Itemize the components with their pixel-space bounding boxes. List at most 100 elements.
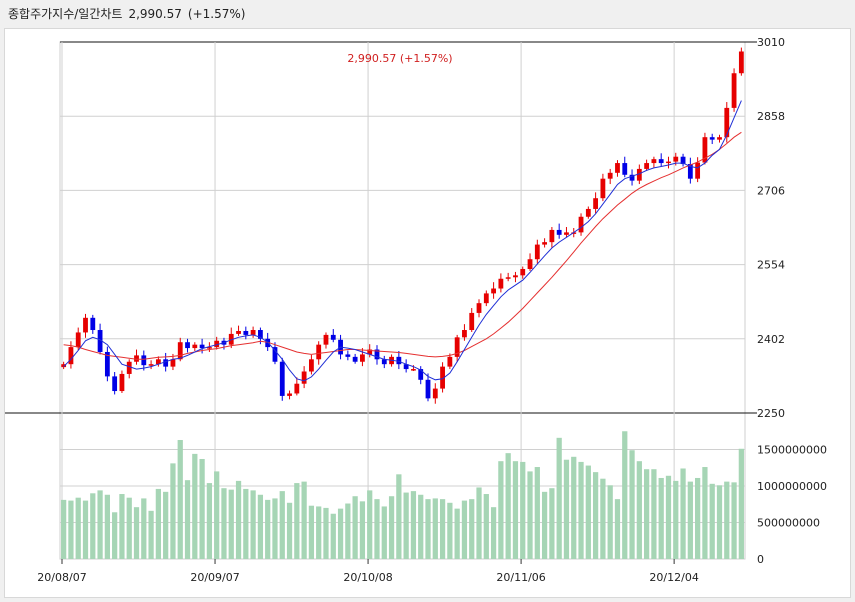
candle-body [440, 366, 445, 389]
candle-body [607, 172, 613, 179]
candle-body [301, 371, 307, 384]
volume-bar [673, 480, 679, 559]
volume-bar [265, 499, 271, 559]
volume-bar [629, 450, 635, 559]
volume-bar [527, 471, 533, 559]
candle-body [571, 232, 577, 234]
candle-body [316, 344, 322, 360]
volume-bar [381, 506, 387, 559]
candle-body [454, 337, 460, 357]
volume-bar [454, 508, 460, 559]
volume-bar [556, 437, 562, 559]
volume-bar [155, 488, 162, 559]
candle-body [352, 356, 358, 362]
chart-header: 종합주가지수/일간차트 2,990.57 (+1.57%) [0, 0, 855, 28]
volume-bar [345, 503, 351, 559]
volume-bar [418, 494, 424, 559]
candle-body [75, 332, 81, 348]
price-tick-label: 2554 [757, 259, 785, 272]
volume-bar [600, 478, 606, 559]
candle-body [272, 347, 278, 362]
volume-bar [658, 477, 664, 559]
volume-bar [294, 483, 300, 559]
chart-title: 종합주가지수/일간차트 [8, 7, 123, 21]
candle-body [666, 161, 671, 164]
current-price: 2,990.57 [128, 7, 182, 21]
candle-body [294, 383, 300, 394]
candle-body [119, 373, 125, 392]
candle-body [323, 334, 329, 345]
candle-body [542, 242, 548, 245]
candle-body [97, 330, 103, 352]
volume-bar [607, 485, 613, 559]
candle-body [549, 229, 555, 243]
volume-bar [177, 440, 183, 559]
candle-body [702, 137, 708, 163]
x-tick-label: 20/10/08 [343, 571, 392, 584]
volume-bar [571, 456, 577, 559]
volume-bar [716, 485, 723, 559]
price-annotation: 2,990.57 (+1.57%) [347, 52, 452, 65]
volume-bar [687, 481, 693, 559]
candle-body [476, 303, 482, 313]
volume-bar [359, 501, 366, 559]
volume-bar [374, 499, 380, 559]
candle-body [491, 288, 496, 294]
volume-bar [432, 498, 438, 559]
volume-bar [724, 481, 730, 559]
volume-bar [228, 489, 234, 559]
candle-body [177, 342, 183, 360]
candle-body [192, 344, 198, 349]
volume-bar [447, 502, 453, 559]
candle-body [330, 334, 336, 340]
candle-body [236, 330, 241, 334]
x-tick-label: 20/11/06 [496, 571, 545, 584]
candle-body [148, 364, 154, 366]
candle-body [257, 330, 263, 339]
volume-bar [352, 496, 358, 559]
price-tick-label: 2858 [757, 110, 785, 123]
x-tick-label: 20/08/07 [37, 571, 86, 584]
candle-body [651, 159, 657, 164]
volume-bar [643, 469, 650, 559]
candle-body [403, 364, 409, 370]
volume-bar [163, 491, 169, 559]
candle-body [469, 312, 475, 331]
volume-bar [148, 510, 154, 559]
volume-bar [505, 453, 511, 559]
volume-bar [68, 500, 74, 559]
volume-bar [563, 459, 570, 559]
candle-body [104, 351, 110, 377]
volume-bar [622, 431, 628, 559]
volume-bar [301, 481, 307, 559]
candle-body [360, 354, 365, 362]
candle-body [68, 347, 74, 365]
volume-bar [337, 508, 344, 559]
volume-bar [199, 458, 205, 559]
candle-body [155, 359, 161, 365]
candle-body [214, 340, 220, 348]
volume-bar [104, 494, 110, 559]
volume-bar [257, 494, 264, 559]
candle-body [564, 232, 569, 235]
volume-bar [388, 496, 395, 559]
volume-bar [403, 492, 409, 559]
candle-body [680, 156, 686, 165]
candle-body [134, 355, 139, 362]
candle-body [534, 244, 540, 260]
volume-bar [112, 512, 118, 559]
candle-body [578, 216, 584, 233]
candle-body [163, 359, 169, 367]
volume-bar [549, 488, 555, 559]
price-tick-label: 3010 [757, 36, 785, 49]
volume-bar [520, 461, 526, 559]
volume-tick-label: 1000000000 [757, 480, 827, 493]
volume-bar [614, 499, 621, 559]
volume-bar [279, 491, 285, 559]
candle-body [636, 168, 642, 181]
volume-tick-label: 500000000 [757, 517, 820, 530]
candle-body [717, 137, 722, 140]
volume-bar [636, 461, 642, 559]
candle-body [309, 359, 314, 372]
candle-body [83, 317, 88, 333]
